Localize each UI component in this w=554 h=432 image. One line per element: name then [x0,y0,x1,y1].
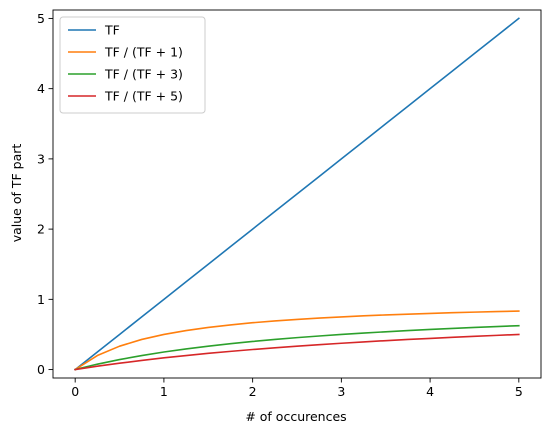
legend-label-3: TF / (TF + 5) [104,89,183,104]
legend-label-2: TF / (TF + 3) [104,67,183,82]
y-tick-label: 0 [37,362,45,377]
legend: TF TF / (TF + 1) TF / (TF + 3) TF / (TF + 5… [60,17,205,113]
y-tick-label: 2 [37,222,45,237]
x-tick-label: 0 [71,384,79,399]
legend-label-1: TF / (TF + 1) [104,45,183,60]
y-axis-label: value of TF part [9,144,24,243]
legend-label-0: TF [104,23,120,38]
x-tick-label: 5 [515,384,523,399]
y-tick-label: 5 [37,11,45,26]
x-tick-label: 3 [337,384,345,399]
x-tick-label: 4 [426,384,434,399]
x-tick-label: 1 [160,384,168,399]
y-tick-label: 3 [37,151,45,166]
y-tick-label: 1 [37,292,45,307]
x-axis-label: # of occurences [245,409,346,424]
x-tick-label: 2 [249,384,257,399]
y-tick-label: 4 [37,81,45,96]
